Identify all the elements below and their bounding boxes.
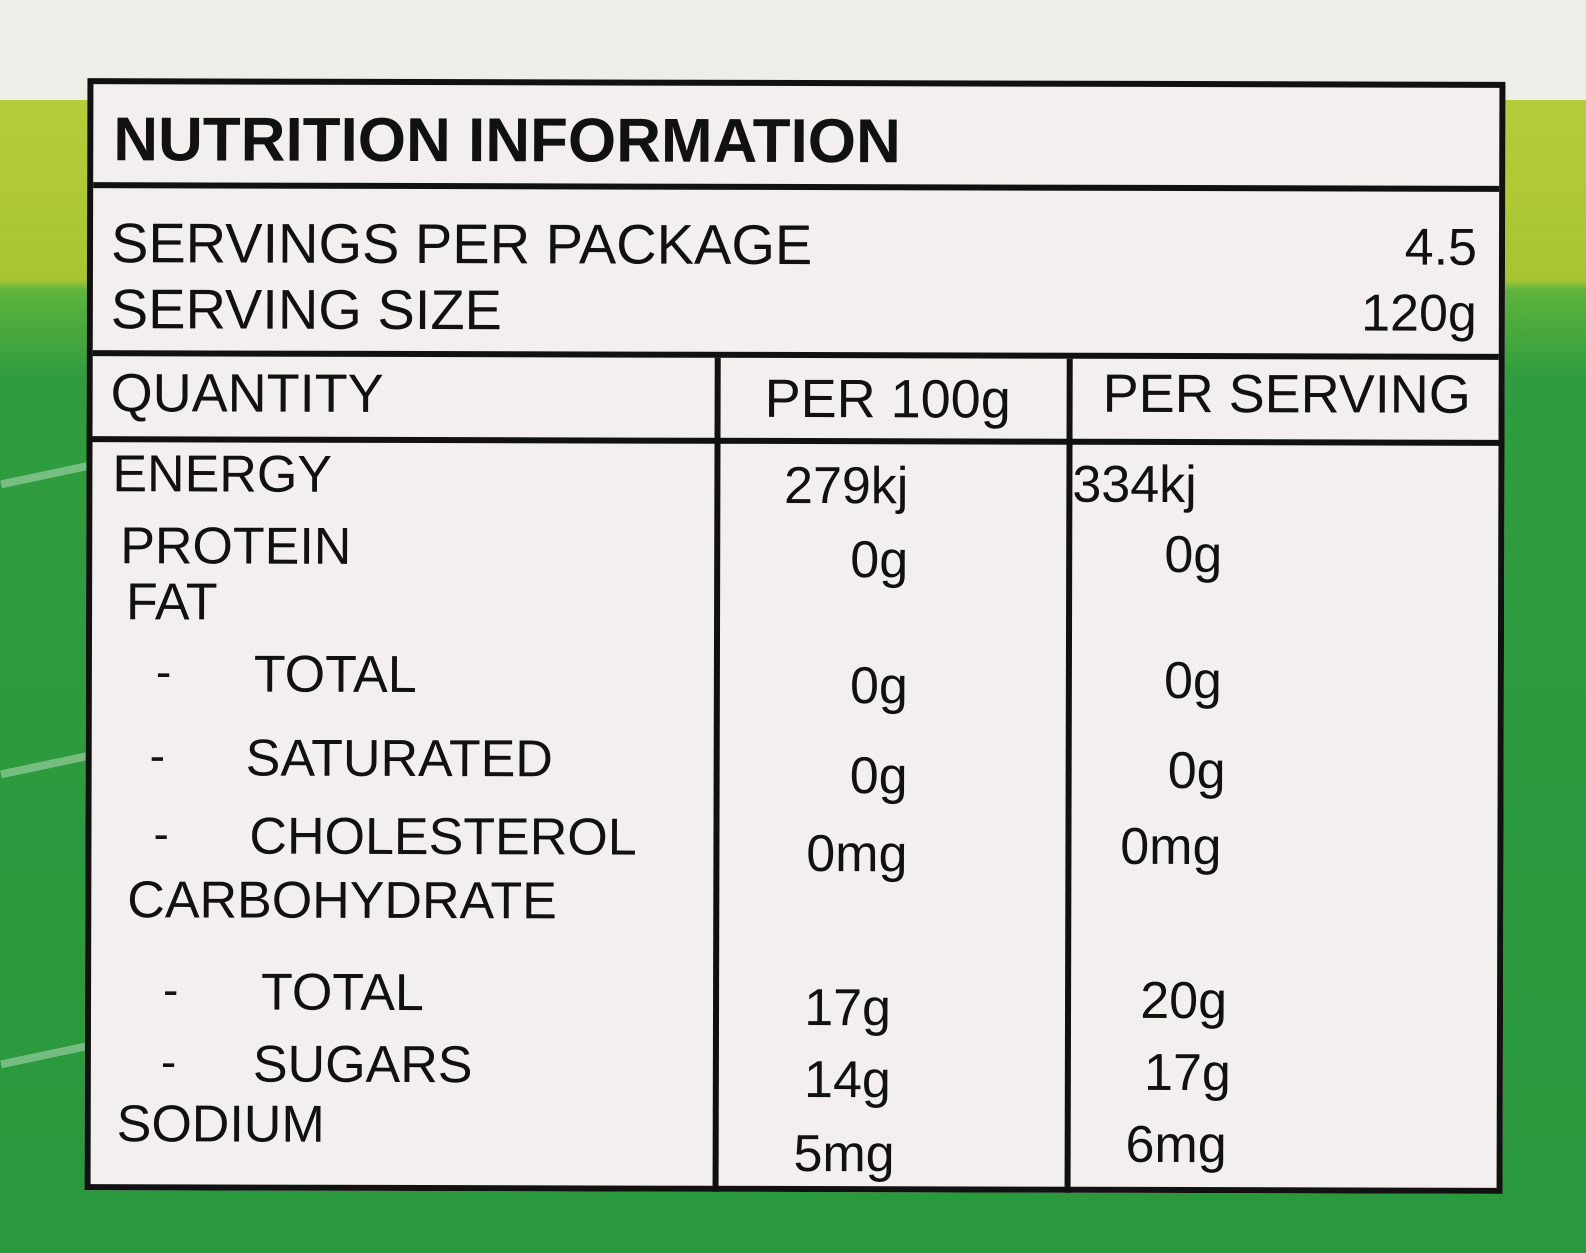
table-row: ENERGY 279kj 334kj xyxy=(92,444,1498,518)
value-per-serving: 6mg xyxy=(1125,1115,1227,1175)
value-per-serving: 0g xyxy=(1163,651,1222,711)
value-per-serving: 334kj xyxy=(1072,455,1197,515)
table-row: - CHOLESTEROL 0mg 0mg xyxy=(91,806,1497,883)
nutrient-name: SODIUM xyxy=(116,1095,325,1154)
servings-per-package-label: SERVINGS PER PACKAGE xyxy=(110,211,813,277)
table-row: SODIUM 5mg 6mg xyxy=(91,1094,1497,1183)
nutrient-name: PROTEIN xyxy=(120,517,352,576)
value-per-100g: 0g xyxy=(849,747,908,806)
serving-size-value: 120g xyxy=(1361,284,1477,343)
table-row: CARBOHYDRATE xyxy=(91,870,1497,944)
value-per-serving: 17g xyxy=(1144,1043,1231,1103)
indent-dash: - xyxy=(149,729,166,782)
value-per-100g: 279kj xyxy=(784,456,909,516)
servings-section: SERVINGS PER PACKAGE 4.5 SERVING SIZE 12… xyxy=(92,188,1500,360)
indent-dash: - xyxy=(153,807,169,860)
column-header-row: QUANTITY PER 100g PER SERVING xyxy=(92,356,1499,446)
nutrient-name: SATURATED xyxy=(245,729,553,789)
indent-dash: - xyxy=(163,963,179,1016)
nutrient-name: CARBOHYDRATE xyxy=(127,871,557,931)
servings-per-package-value: 4.5 xyxy=(1404,218,1478,277)
header-quantity: QUANTITY xyxy=(110,363,384,424)
table-row: - TOTAL 0g 0g xyxy=(92,644,1498,718)
nutrient-name: TOTAL xyxy=(253,645,417,705)
table-row: FAT xyxy=(92,572,1498,646)
serving-size-label: SERVING SIZE xyxy=(110,277,503,342)
value-per-100g: 0g xyxy=(849,657,908,716)
nutrient-name: CHOLESTEROL xyxy=(249,807,637,867)
value-per-serving: 0g xyxy=(1167,741,1226,801)
nutrient-name: ENERGY xyxy=(112,445,333,504)
nutrient-name: TOTAL xyxy=(260,963,424,1023)
table-row: - SATURATED 0g 0g xyxy=(92,728,1498,805)
indent-dash: - xyxy=(160,1035,177,1088)
indent-dash: - xyxy=(155,645,172,698)
value-per-100g: 17g xyxy=(804,979,892,1038)
value-per-serving: 0mg xyxy=(1120,817,1222,877)
label-title: NUTRITION INFORMATION xyxy=(113,105,901,177)
nutrient-name: SUGARS xyxy=(252,1035,473,1095)
nutrient-name: FAT xyxy=(126,573,218,632)
nutrition-label: NUTRITION INFORMATION SERVINGS PER PACKA… xyxy=(84,78,1506,1194)
value-per-serving: 20g xyxy=(1140,971,1228,1031)
header-per-100g: PER 100g xyxy=(764,368,1011,430)
value-per-100g: 5mg xyxy=(793,1124,895,1184)
table-row: - TOTAL 17g 20g xyxy=(91,962,1497,1038)
header-per-serving: PER SERVING xyxy=(1102,363,1471,425)
title-row: NUTRITION INFORMATION xyxy=(93,84,1500,192)
